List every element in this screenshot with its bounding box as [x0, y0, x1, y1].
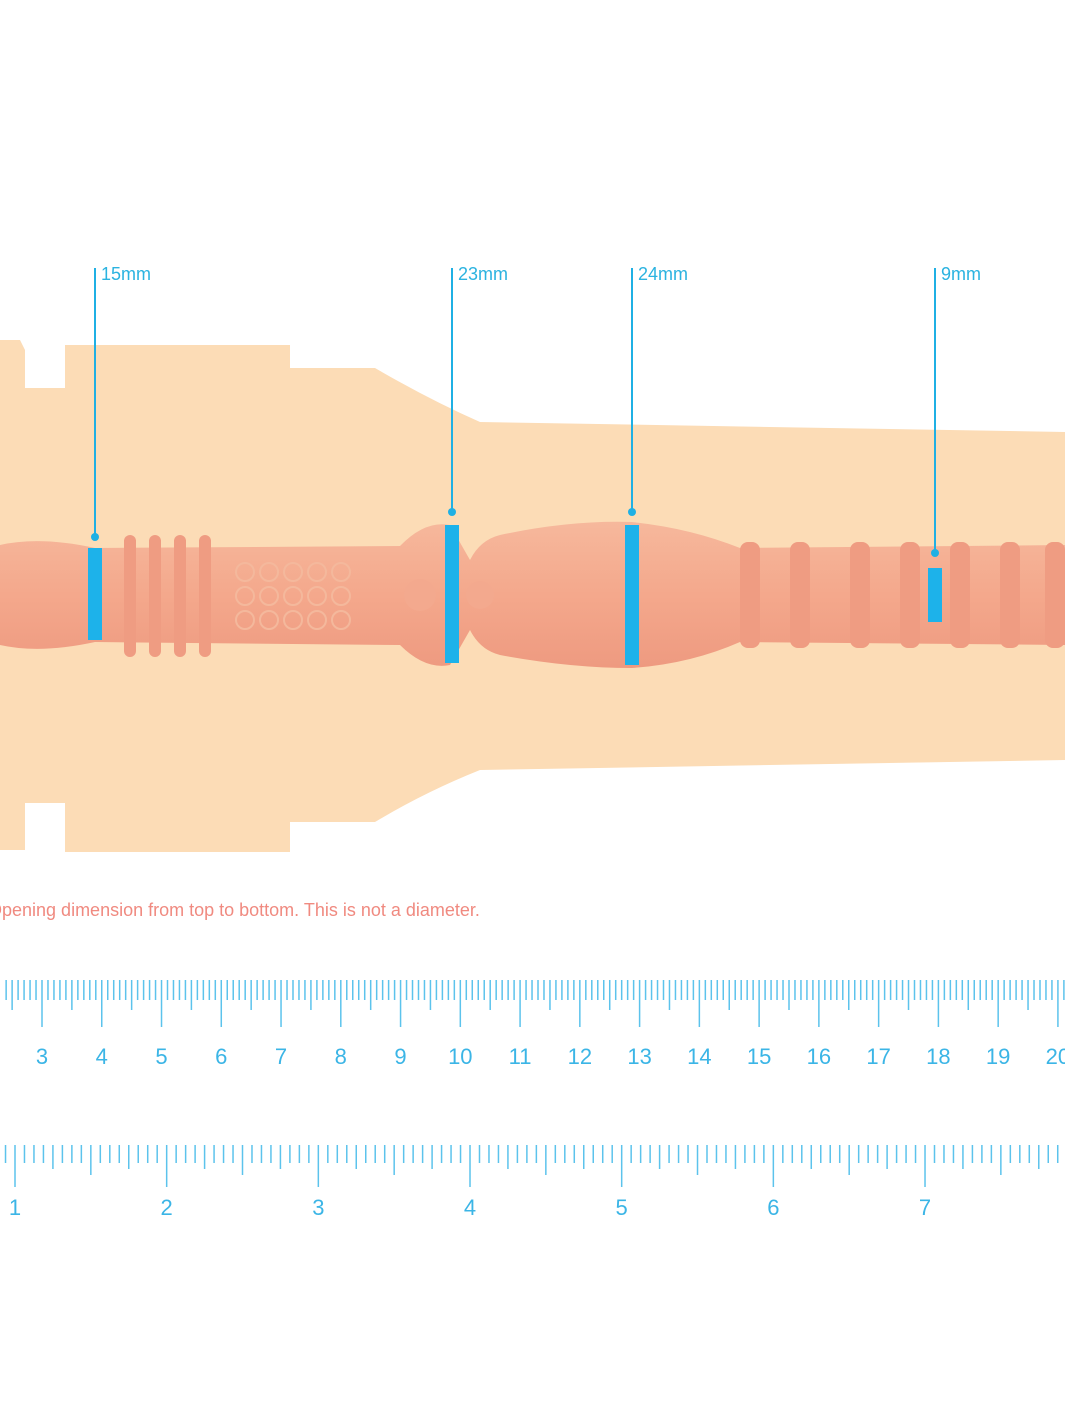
nub [404, 579, 436, 611]
rib [740, 542, 760, 648]
cm-label: 4 [96, 1044, 108, 1069]
rib [900, 542, 920, 648]
marker-dot [91, 533, 99, 541]
nub [235, 586, 255, 606]
rib [950, 542, 970, 648]
rulers: 3 4 5 6 7 8 9 10 11 12 13 14 15 16 17 18 19 201 2 3 4 5 6 7 [4, 980, 1065, 1220]
inch-label: 6 [767, 1195, 779, 1220]
cm-label: 17 [866, 1044, 890, 1069]
nub [331, 610, 351, 630]
cm-label: 18 [926, 1044, 950, 1069]
nub [259, 610, 279, 630]
marker-label: 23mm [458, 264, 508, 284]
cm-label: 19 [986, 1044, 1010, 1069]
cm-label: 12 [568, 1044, 592, 1069]
marker-label: 24mm [638, 264, 688, 284]
rib [850, 542, 870, 648]
measurement-markers: 15mm 23mm 24mm 9mm [88, 264, 981, 665]
nub [283, 610, 303, 630]
marker-bar [88, 548, 102, 640]
marker-label: 9mm [941, 264, 981, 284]
nub [331, 586, 351, 606]
marker-dot [628, 508, 636, 516]
rib [1045, 542, 1065, 648]
cm-label: 7 [275, 1044, 287, 1069]
inch-label: 1 [9, 1195, 21, 1220]
cm-label: 9 [394, 1044, 406, 1069]
nub [235, 610, 255, 630]
nub [466, 581, 494, 609]
nub [307, 610, 327, 630]
marker-dot [448, 508, 456, 516]
nub [283, 586, 303, 606]
cm-label: 5 [155, 1044, 167, 1069]
rib [174, 535, 186, 657]
canal-ribs [124, 535, 1065, 657]
nub [307, 586, 327, 606]
note: Opening dimension from top to bottom. Th… [0, 900, 480, 920]
cm-label: 15 [747, 1044, 771, 1069]
inch-label: 7 [919, 1195, 931, 1220]
marker-bar [445, 525, 459, 663]
rib [149, 535, 161, 657]
marker-label: 15mm [101, 264, 151, 284]
marker-bar [625, 525, 639, 665]
inch-label: 5 [616, 1195, 628, 1220]
cm-label: 20 [1046, 1044, 1065, 1069]
cm-label: 3 [36, 1044, 48, 1069]
cm-label: 6 [215, 1044, 227, 1069]
cm-label: 14 [687, 1044, 711, 1069]
rib [790, 542, 810, 648]
nub [235, 562, 255, 582]
inch-label: 2 [161, 1195, 173, 1220]
nub [259, 562, 279, 582]
cm-label: 11 [509, 1044, 532, 1069]
rib [124, 535, 136, 657]
inch-label: 3 [312, 1195, 324, 1220]
rib [199, 535, 211, 657]
cm-label: 16 [807, 1044, 831, 1069]
marker-bar [928, 568, 942, 622]
marker-dot [931, 549, 939, 557]
cm-label: 8 [335, 1044, 347, 1069]
nub [331, 562, 351, 582]
nub [307, 562, 327, 582]
cm-label: 10 [448, 1044, 472, 1069]
cm-label: 13 [627, 1044, 651, 1069]
nub [283, 562, 303, 582]
inch-label: 4 [464, 1195, 476, 1220]
rib [1000, 542, 1020, 648]
nub [259, 586, 279, 606]
